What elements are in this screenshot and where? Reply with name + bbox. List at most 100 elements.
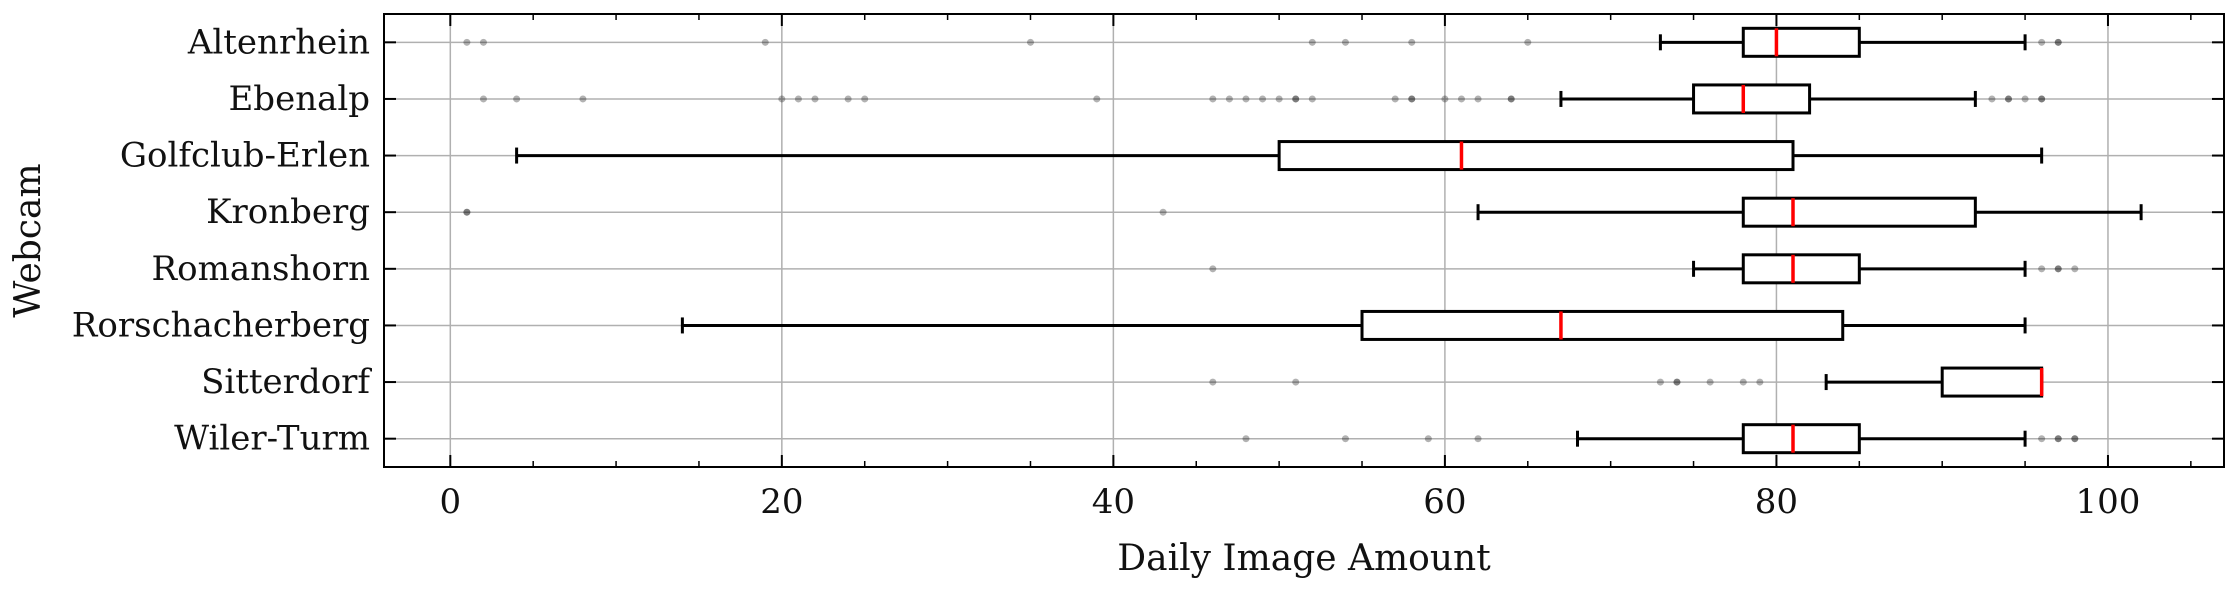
y-tick-label: Wiler-Turm xyxy=(174,419,370,459)
box-rorschacherberg xyxy=(680,309,2027,341)
outlier-point xyxy=(2071,435,2079,443)
outlier-point xyxy=(1341,435,1349,443)
outlier-point xyxy=(1706,378,1714,386)
outlier-point xyxy=(1026,38,1034,46)
box-wiler-turm xyxy=(1242,423,2079,455)
outlier-point xyxy=(2038,95,2046,103)
outlier-point xyxy=(1275,95,1283,103)
outlier-point xyxy=(2071,265,2079,273)
outlier-point xyxy=(1507,95,1515,103)
outlier-point xyxy=(1292,95,1300,103)
outlier-point xyxy=(1656,378,1664,386)
tick-layer: 0 20 40 60 80 100 Altenrhein Ebenalp Golfclub-Er… xyxy=(72,14,2224,522)
outlier-point xyxy=(1474,435,1482,443)
iqr-box xyxy=(1940,366,2044,398)
box-golfclub-erlen xyxy=(515,140,2044,172)
outlier-point xyxy=(1408,38,1416,46)
outlier-point xyxy=(1308,38,1316,46)
outlier-point xyxy=(2038,95,2046,103)
outlier-point xyxy=(1739,378,1747,386)
box-ebenalp xyxy=(479,83,2046,115)
outlier-point xyxy=(794,95,802,103)
outlier-point xyxy=(513,95,521,103)
outlier-point xyxy=(579,95,587,103)
iqr-box xyxy=(1741,26,1861,58)
outlier-point xyxy=(2021,95,2029,103)
iqr-box xyxy=(1360,309,1845,341)
outlier-point xyxy=(1292,95,1300,103)
outlier-point xyxy=(1242,435,1250,443)
x-tick-label: 60 xyxy=(1423,482,1466,522)
outlier-point xyxy=(2054,435,2062,443)
outlier-point xyxy=(861,95,869,103)
x-tick-label: 80 xyxy=(1755,482,1798,522)
x-tick-label: 40 xyxy=(1092,482,1135,522)
outlier-point xyxy=(1524,38,1532,46)
x-tick-label: 20 xyxy=(760,482,803,522)
outlier-point xyxy=(1209,265,1217,273)
y-tick-label: Kronberg xyxy=(206,192,370,232)
box-layer xyxy=(463,26,2143,455)
outlier-point xyxy=(1259,95,1267,103)
outlier-point xyxy=(1209,95,1217,103)
outlier-point xyxy=(1457,95,1465,103)
outlier-point xyxy=(844,95,852,103)
outlier-point xyxy=(1673,378,1681,386)
outlier-point xyxy=(2071,435,2079,443)
y-tick-label: Sitterdorf xyxy=(201,362,372,402)
outlier-point xyxy=(761,38,769,46)
outlier-point xyxy=(1474,95,1482,103)
outlier-point xyxy=(1242,95,1250,103)
iqr-box xyxy=(1741,423,1861,455)
y-tick-label: Rorschacherberg xyxy=(72,305,370,345)
outlier-point xyxy=(1507,95,1515,103)
y-tick-label: Romanshorn xyxy=(152,249,370,289)
plot-frame xyxy=(383,13,2225,468)
outlier-point xyxy=(1408,95,1416,103)
outlier-point xyxy=(479,38,487,46)
outlier-point xyxy=(1441,95,1449,103)
x-axis-title: Daily Image Amount xyxy=(1117,538,1491,579)
outlier-point xyxy=(2038,435,2046,443)
outlier-point xyxy=(1424,435,1432,443)
iqr-box xyxy=(1692,83,1812,115)
minor-ticks xyxy=(532,14,2192,467)
outlier-point xyxy=(2005,95,2013,103)
outlier-point xyxy=(2054,38,2062,46)
outlier-point xyxy=(463,38,471,46)
outlier-point xyxy=(1292,378,1300,386)
box-sitterdorf xyxy=(1209,366,2044,398)
outlier-point xyxy=(2054,38,2062,46)
outlier-point xyxy=(1093,95,1101,103)
iqr-box xyxy=(1741,253,1861,285)
outlier-point xyxy=(2038,265,2046,273)
outlier-point xyxy=(1756,378,1764,386)
box-altenrhein xyxy=(463,26,2062,58)
outlier-point xyxy=(2054,265,2062,273)
outlier-point xyxy=(1341,38,1349,46)
outlier-point xyxy=(1308,95,1316,103)
y-tick-label: Ebenalp xyxy=(228,79,370,119)
outlier-point xyxy=(2038,38,2046,46)
y-tick-label: Altenrhein xyxy=(187,22,370,62)
outlier-point xyxy=(1988,95,1996,103)
y-tick-label: Golfclub-Erlen xyxy=(120,136,370,176)
outlier-point xyxy=(2005,95,2013,103)
outlier-point xyxy=(2054,435,2062,443)
box-kronberg xyxy=(463,196,2143,228)
outlier-point xyxy=(463,208,471,216)
x-tick-label: 100 xyxy=(2076,482,2141,522)
outlier-point xyxy=(479,95,487,103)
outlier-point xyxy=(1159,208,1167,216)
outlier-point xyxy=(1673,378,1681,386)
outlier-point xyxy=(1391,95,1399,103)
box-romanshorn xyxy=(1209,253,2079,285)
outlier-point xyxy=(1408,95,1416,103)
x-tick-label: 0 xyxy=(439,482,461,522)
outlier-point xyxy=(2054,265,2062,273)
outlier-point xyxy=(1225,95,1233,103)
iqr-box xyxy=(1741,196,1977,228)
outlier-point xyxy=(463,208,471,216)
